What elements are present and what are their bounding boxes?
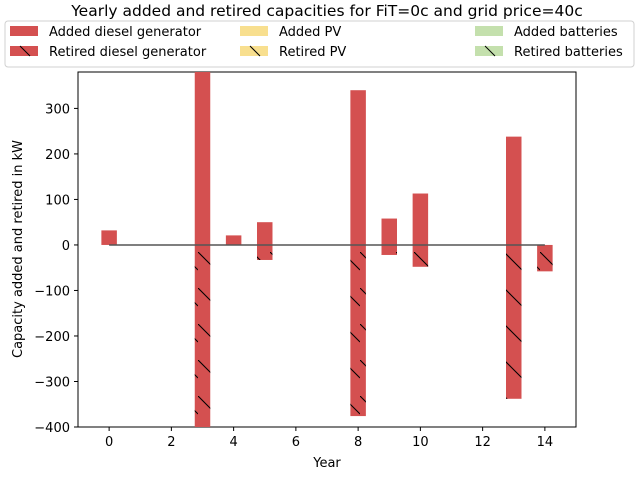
x-tick-label: 4 [229,435,237,450]
legend: Added diesel generator Added PV Added batt… [4,20,635,68]
legend-label: Added diesel generator [49,25,202,40]
retired-hatch-year-8 [350,244,366,417]
y-axis: −400 −300 −200 −100 0 100 200 300 [34,102,78,436]
retired-hatch-year-9 [381,244,397,255]
y-tick-label: −100 [34,284,70,299]
retired-hatch-year-3 [194,244,211,427]
x-tick-label: 12 [474,435,491,450]
y-tick-label: 200 [45,148,70,163]
legend-label: Retired batteries [514,45,623,60]
y-axis-title: Capacity added and retired in kW [11,140,26,358]
added-diesel-bar-year-10 [412,193,429,245]
retired-hatch-year-5 [257,244,273,260]
x-tick-label: 8 [354,435,362,450]
legend-label: Added PV [279,25,341,40]
added-diesel-bar-year-8 [350,90,366,245]
chart-title: Yearly added and retired capacities for … [70,2,582,20]
legend-swatch [10,46,38,56]
y-tick-label: 0 [62,239,70,254]
y-tick-label: −400 [34,421,70,436]
legend-hatch [484,45,496,57]
added-diesel-bar-year-5 [257,222,273,245]
legend-item: Retired batteries [475,45,623,60]
y-tick-label: −200 [34,330,70,345]
added-diesel-bar-year-4 [225,235,242,245]
plot-frame [77,71,577,428]
added-diesel-bar-year-0 [101,230,117,245]
y-tick-label: 100 [45,193,70,208]
plot-area: 0 2 4 6 8 10 12 14 −400 −300 −200 −100 0 100 200 300 [34,71,577,450]
legend-item: Retired diesel generator [10,45,207,60]
retired-hatch-year-14 [537,244,553,272]
legend-swatch [240,46,268,56]
x-tick-label: 2 [167,435,175,450]
y-tick-label: 300 [45,102,70,117]
y-tick-label: −300 [34,375,70,390]
legend-swatch [475,46,503,56]
legend-hatch [19,45,31,57]
legend-item: Added batteries [475,25,618,40]
legend-swatch [475,26,503,36]
x-tick-label: 14 [537,435,554,450]
added-diesel-bar-year-13 [506,136,522,245]
legend-swatch [10,26,38,36]
x-axis-title: Year [312,456,341,471]
x-tick-label: 0 [105,435,113,450]
legend-label: Retired diesel generator [49,45,207,60]
legend-swatch [240,26,268,36]
x-tick-label: 6 [292,435,300,450]
legend-item: Added diesel generator [10,25,202,40]
legend-hatch [249,45,261,57]
bars [101,72,553,427]
legend-item: Added PV [240,25,341,40]
legend-label: Added batteries [514,25,618,40]
legend-label: Retired PV [279,45,346,60]
added-diesel-bar-year-9 [381,218,397,245]
legend-item: Retired PV [240,45,346,60]
retired-hatch-year-10 [412,244,429,267]
added-diesel-bar-year-3 [194,72,211,245]
x-axis: 0 2 4 6 8 10 12 14 [105,427,553,450]
retired-hatch-year-13 [506,244,522,399]
x-tick-label: 10 [412,435,429,450]
